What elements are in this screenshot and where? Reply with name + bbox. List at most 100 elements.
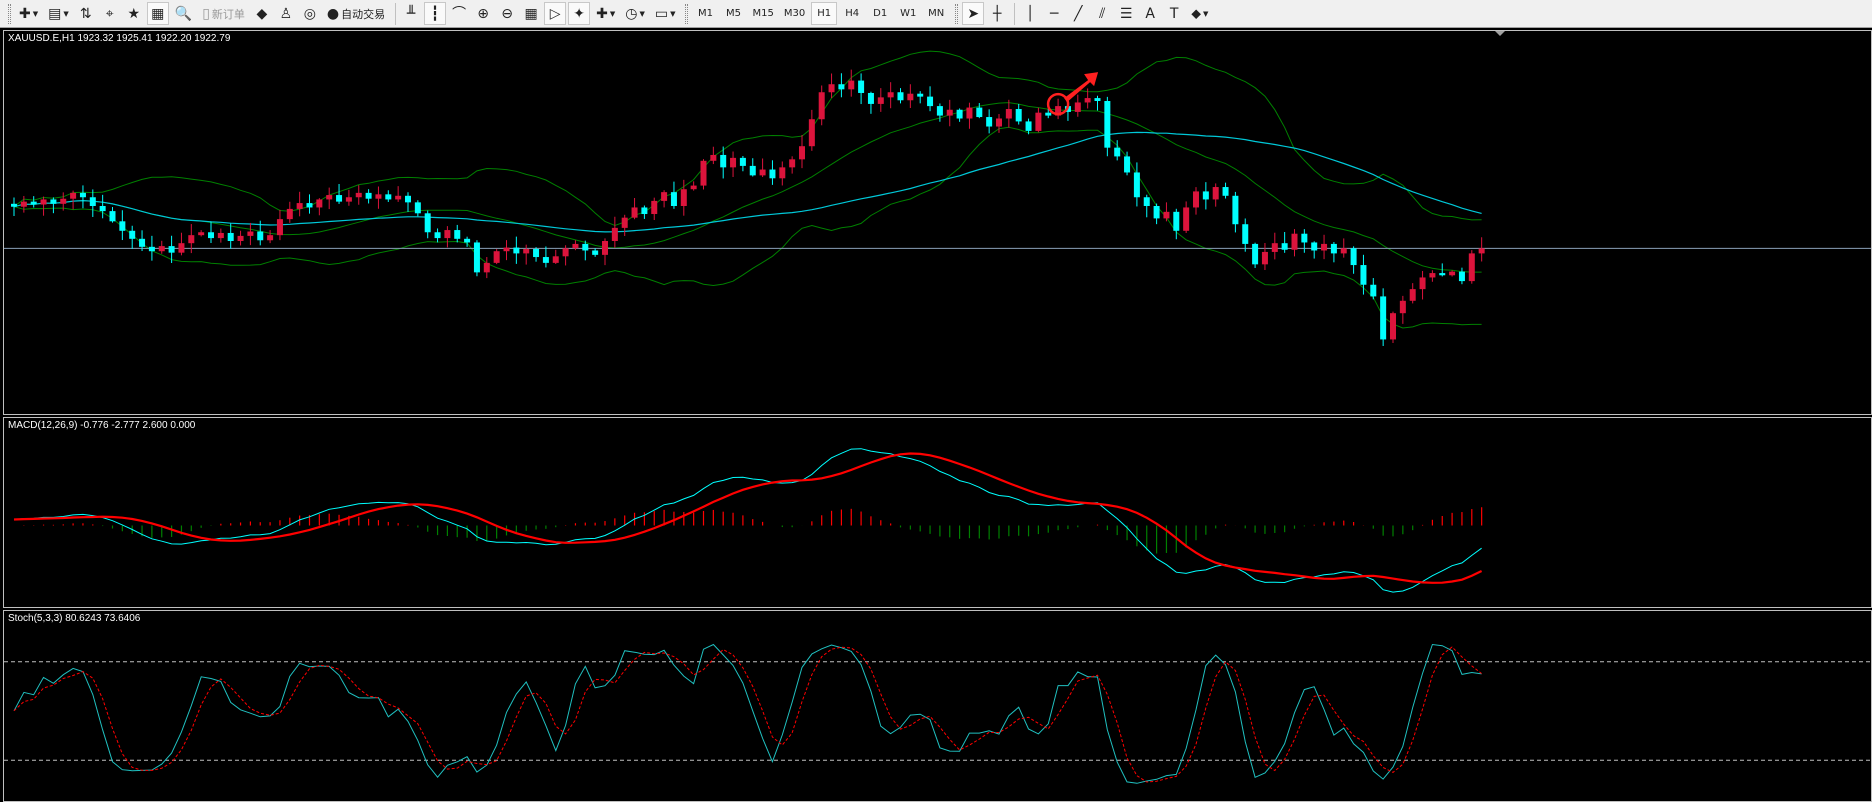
toolbar-grip[interactable] <box>955 3 959 24</box>
timeframe-m30[interactable]: M30 <box>783 8 806 19</box>
dropdown-arrow-icon[interactable]: ▼ <box>63 9 69 18</box>
bullish-candle <box>946 109 953 116</box>
text-label-button[interactable]: T <box>1163 2 1185 25</box>
dropdown-arrow-icon[interactable]: ▼ <box>32 9 39 18</box>
bullish-candle <box>267 235 274 241</box>
equidistant-channel-button[interactable]: ⫽ <box>1091 2 1113 25</box>
price-chart[interactable] <box>4 31 1872 415</box>
macd-panel[interactable]: MACD(12,26,9) -0.776 -2.777 2.600 0.000 <box>3 417 1872 608</box>
zoom-in-button[interactable]: ⊕ <box>472 2 494 25</box>
text-button[interactable]: A <box>1139 2 1161 25</box>
bearish-candle <box>109 211 116 222</box>
bollinger-middle-band <box>13 102 1482 273</box>
toolbar-grip[interactable] <box>8 3 11 24</box>
bullish-candle <box>1449 271 1456 276</box>
stochastic-label: Stoch(5,3,3) 80.6243 73.6406 <box>8 613 141 624</box>
zoom-out-button[interactable]: ⊖ <box>496 2 518 25</box>
bullish-candle <box>808 119 815 147</box>
timeframe-mn[interactable]: MN <box>928 8 945 19</box>
bearish-candle <box>1114 147 1121 157</box>
toolbar-grip[interactable] <box>685 3 689 24</box>
timeframe-m15[interactable]: M15 <box>752 8 774 19</box>
stochastic-chart[interactable] <box>4 611 1872 802</box>
navigator-button[interactable]: ★ <box>123 2 145 25</box>
bearish-candle <box>858 80 865 93</box>
arrows-button[interactable]: ⬥ ▼ <box>1187 2 1212 25</box>
bullish-candle <box>848 80 855 90</box>
bearish-candle <box>838 84 845 90</box>
line-chart-icon: ⌒ <box>452 5 467 22</box>
line-chart-button[interactable]: ⌒ <box>448 2 470 25</box>
bullish-candle <box>621 217 628 228</box>
indicators-button[interactable]: ✚ ▼ <box>592 2 619 25</box>
bearish-candle <box>670 192 677 206</box>
bullish-candle <box>1409 289 1416 301</box>
stochastic-panel[interactable]: Stoch(5,3,3) 80.6243 73.6406 <box>3 610 1872 802</box>
macd-signal-line <box>13 452 1483 584</box>
fibonacci-button[interactable]: ☰ <box>1115 2 1137 25</box>
candlestick-button[interactable]: ┇ <box>424 2 447 25</box>
templates-button[interactable]: ▭ ▼ <box>651 2 680 25</box>
vertical-line-icon: │ <box>1025 5 1035 22</box>
autoscroll-button[interactable]: ✦ <box>568 2 591 25</box>
vertical-line-button[interactable]: │ <box>1019 2 1041 25</box>
timeframe-w1[interactable]: W1 <box>900 8 917 19</box>
timeframe-d1[interactable]: D1 <box>873 8 888 19</box>
dropdown-arrow-icon[interactable]: ▼ <box>1203 9 1209 18</box>
timeframe-m5[interactable]: M5 <box>725 8 741 19</box>
bar-chart-button[interactable]: ╨ <box>400 2 422 25</box>
tile-windows-button[interactable]: ▦ <box>520 2 542 25</box>
cursor-button[interactable]: ➤ <box>962 2 985 25</box>
metaeditor-icon: ◆ <box>256 5 268 22</box>
bullish-candle <box>158 246 165 252</box>
metaeditor-button[interactable]: ◆ <box>251 2 273 25</box>
terminal-button[interactable]: ▦ <box>146 2 169 25</box>
dropdown-arrow-icon[interactable]: ▼ <box>609 9 616 18</box>
chart-shift-button[interactable]: ▷ <box>544 2 567 25</box>
signals-button[interactable]: ◎ <box>299 2 321 25</box>
dropdown-arrow-icon[interactable]: ▼ <box>639 9 645 18</box>
candlestick-icon: ┇ <box>430 5 440 22</box>
data-window-button[interactable]: ⌖ <box>99 2 121 25</box>
profiles-button[interactable]: ▤ ▼ <box>44 2 73 25</box>
bearish-candle <box>1360 265 1367 285</box>
bearish-candle <box>365 192 372 199</box>
new-chart-button[interactable]: ✚ ▼ <box>15 2 42 25</box>
bearish-candle <box>1330 243 1337 254</box>
annotation-circle <box>1046 92 1070 116</box>
stochastic-d-line <box>13 646 1482 783</box>
strategy-tester-button[interactable]: 🔍 <box>171 2 196 25</box>
new-order-icon: ▯ <box>202 5 210 22</box>
bar-chart-icon: ╨ <box>406 5 416 22</box>
equidistant-channel-icon: ⫽ <box>1099 5 1106 22</box>
timeframe-m1[interactable]: M1 <box>697 8 713 19</box>
new-order-button[interactable]: ▯ 新订单 <box>198 2 249 25</box>
bearish-candle <box>956 109 963 119</box>
bullish-candle <box>355 192 362 198</box>
timeframe-h1[interactable]: H1 <box>811 2 838 25</box>
options-button[interactable]: ♙ <box>275 2 297 25</box>
chart-shift-marker-icon[interactable] <box>1495 31 1505 36</box>
bullish-candle <box>217 232 224 239</box>
crosshair-button[interactable]: ┼ <box>986 2 1008 25</box>
button-label: 新订单 <box>211 7 245 21</box>
periods-button[interactable]: ◷ ▼ <box>621 2 649 25</box>
bullish-candle <box>779 167 786 179</box>
bullish-candle <box>198 232 205 236</box>
horizontal-line-button[interactable]: ─ <box>1043 2 1065 25</box>
dropdown-arrow-icon[interactable]: ▼ <box>670 9 676 18</box>
macd-chart[interactable] <box>4 418 1872 608</box>
bullish-candle <box>572 243 579 249</box>
autotrading-button[interactable]: ● 自动交易 <box>323 2 389 25</box>
profiles-icon: ▤ <box>48 5 62 22</box>
bullish-candle <box>1212 187 1219 200</box>
bullish-candle <box>759 169 766 176</box>
price-chart-panel[interactable]: XAUUSD.E,H1 1923.32 1925.41 1922.20 1922… <box>3 30 1872 415</box>
bullish-candle <box>1419 277 1426 290</box>
trendline-button[interactable]: ╱ <box>1067 2 1089 25</box>
bearish-candle <box>1045 112 1052 116</box>
bearish-candle <box>1311 242 1318 251</box>
timeframe-h4[interactable]: H4 <box>845 8 860 19</box>
market-watch-button[interactable]: ⇅ <box>75 2 97 25</box>
bearish-candle <box>1153 206 1160 219</box>
